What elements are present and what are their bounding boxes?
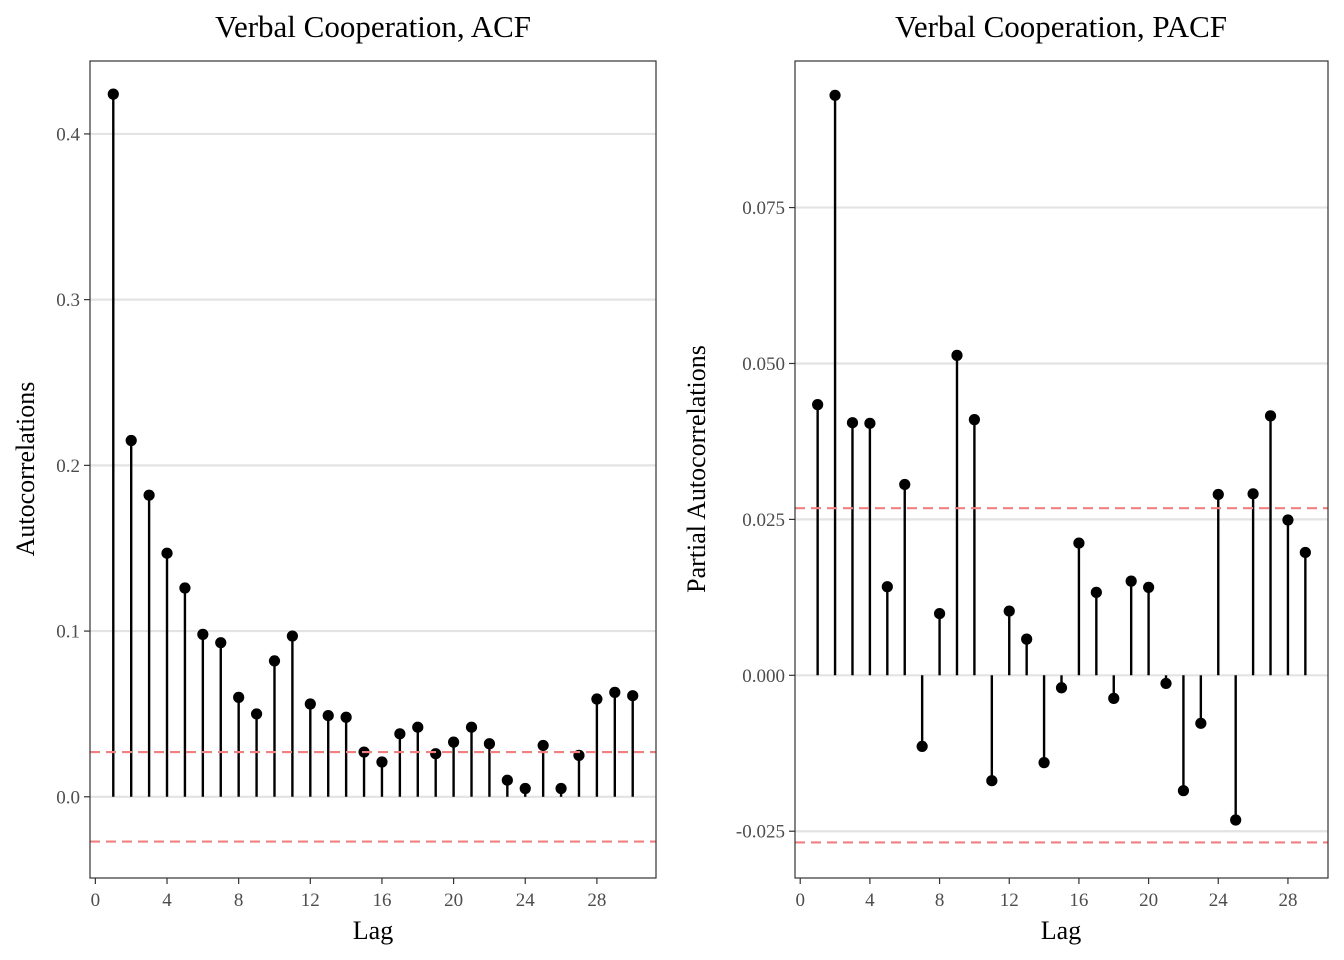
acf-x-tick-label: 4 — [162, 890, 172, 911]
pacf-plot-area — [795, 89, 1328, 844]
acf-y-tick-label: 0.2 — [56, 456, 80, 477]
pacf-y-tick-label: 0.050 — [742, 354, 785, 375]
acf-point-lag-7 — [215, 637, 227, 649]
acf-point-lag-30 — [627, 690, 639, 702]
pacf-point-lag-12 — [1003, 605, 1015, 617]
acf-point-lag-18 — [412, 721, 424, 733]
acf-point-lag-25 — [537, 739, 549, 752]
pacf-point-lag-24 — [1212, 488, 1224, 501]
pacf-x-tick-label: 0 — [795, 890, 805, 911]
acf-point-lag-28 — [591, 693, 603, 705]
pacf-point-lag-25 — [1230, 814, 1242, 826]
pacf-x-axis-label: Lag — [1041, 916, 1081, 945]
pacf-y-tick-label: -0.025 — [736, 822, 785, 843]
acf-point-lag-21 — [465, 721, 478, 733]
pacf-point-lag-11 — [986, 775, 998, 787]
pacf-point-lag-6 — [899, 478, 911, 491]
pacf-point-lag-26 — [1247, 488, 1259, 500]
acf-point-lag-8 — [233, 691, 245, 703]
pacf-point-lag-16 — [1073, 537, 1085, 549]
pacf-x-tick-label: 20 — [1139, 890, 1158, 911]
pacf-x-tick-label: 12 — [1000, 890, 1019, 911]
acf-x-tick-label: 0 — [91, 890, 101, 911]
acf-point-lag-1 — [107, 88, 119, 100]
acf-x-tick-label: 24 — [516, 890, 536, 911]
acf-y-tick-label: 0.0 — [56, 787, 80, 808]
acf-point-lag-14 — [340, 711, 352, 723]
pacf-y-axis-label: Partial Autocorrelations — [682, 345, 711, 593]
pacf-x-tick-label: 28 — [1278, 890, 1297, 911]
pacf-x-tick-label: 8 — [935, 890, 945, 911]
pacf-point-lag-5 — [881, 581, 893, 593]
acf-point-lag-5 — [179, 582, 191, 594]
acf-plot-area — [90, 88, 656, 843]
acf-x-tick-label: 28 — [587, 890, 606, 911]
pacf-chart: Verbal Cooperation, PACF Lag Partial Aut… — [682, 9, 1329, 945]
pacf-x-tick-label: 16 — [1069, 890, 1088, 911]
acf-point-lag-10 — [268, 655, 281, 667]
acf-y-tick-label: 0.1 — [56, 622, 80, 643]
pacf-point-lag-22 — [1177, 785, 1190, 797]
pacf-y-tick-label: 0.025 — [742, 510, 785, 531]
acf-x-tick-label: 12 — [301, 890, 320, 911]
acf-y-tick-label: 0.3 — [56, 290, 80, 311]
acf-point-lag-13 — [322, 709, 334, 722]
acf-point-lag-9 — [250, 708, 263, 720]
pacf-point-lag-7 — [916, 740, 928, 753]
pacf-point-lag-27 — [1264, 410, 1277, 422]
pacf-point-lag-8 — [933, 607, 946, 620]
pacf-point-lag-13 — [1021, 633, 1033, 645]
acf-chart: Verbal Cooperation, ACF Lag Autocorrelat… — [11, 9, 657, 945]
acf-point-lag-11 — [286, 630, 298, 642]
pacf-point-lag-15 — [1055, 682, 1068, 694]
acf-point-lag-22 — [483, 738, 496, 750]
acf-x-axis-label: Lag — [353, 916, 393, 945]
pacf-point-lag-9 — [951, 349, 963, 361]
pacf-x-tick-label: 24 — [1209, 890, 1229, 911]
acf-point-lag-3 — [143, 489, 155, 501]
acf-point-lag-19 — [430, 748, 442, 760]
pacf-point-lag-10 — [968, 414, 981, 426]
acf-point-lag-23 — [501, 774, 513, 786]
acf-point-lag-26 — [555, 782, 567, 795]
acf-panel-border — [89, 60, 657, 879]
pacf-point-lag-18 — [1108, 692, 1120, 704]
pacf-y-tick-label: 0.000 — [742, 666, 785, 687]
acf-point-lag-17 — [394, 728, 406, 740]
pacf-point-lag-23 — [1195, 717, 1207, 729]
acf-point-lag-6 — [197, 628, 209, 640]
pacf-point-lag-21 — [1160, 677, 1172, 690]
acf-point-lag-4 — [161, 547, 173, 559]
pacf-point-lag-4 — [864, 417, 876, 429]
pacf-point-lag-29 — [1299, 546, 1311, 559]
acf-point-lag-29 — [609, 686, 621, 698]
acf-chart-title: Verbal Cooperation, ACF — [215, 9, 531, 44]
pacf-point-lag-19 — [1125, 575, 1137, 587]
acf-y-tick-label: 0.4 — [56, 124, 80, 145]
pacf-chart-title: Verbal Cooperation, PACF — [895, 9, 1227, 44]
pacf-point-lag-28 — [1282, 514, 1294, 526]
acf-x-tick-label: 16 — [372, 890, 391, 911]
acf-point-lag-12 — [304, 698, 316, 710]
acf-x-tick-label: 8 — [234, 890, 244, 911]
acf-y-axis-label: Autocorrelations — [11, 382, 40, 557]
acf-point-lag-16 — [376, 756, 388, 768]
acf-point-lag-2 — [125, 434, 137, 447]
pacf-x-tick-label: 4 — [865, 890, 875, 911]
acf-x-tick-label: 20 — [444, 890, 463, 911]
pacf-panel-border — [794, 60, 1329, 879]
acf-point-lag-20 — [448, 736, 460, 748]
pacf-point-lag-14 — [1038, 757, 1050, 769]
pacf-point-lag-17 — [1090, 586, 1102, 598]
pacf-point-lag-20 — [1142, 581, 1155, 593]
pacf-point-lag-1 — [812, 399, 824, 411]
pacf-y-tick-label: 0.075 — [742, 198, 785, 219]
pacf-point-lag-2 — [829, 89, 841, 101]
pacf-point-lag-3 — [846, 417, 859, 429]
acf-point-lag-24 — [519, 782, 531, 795]
